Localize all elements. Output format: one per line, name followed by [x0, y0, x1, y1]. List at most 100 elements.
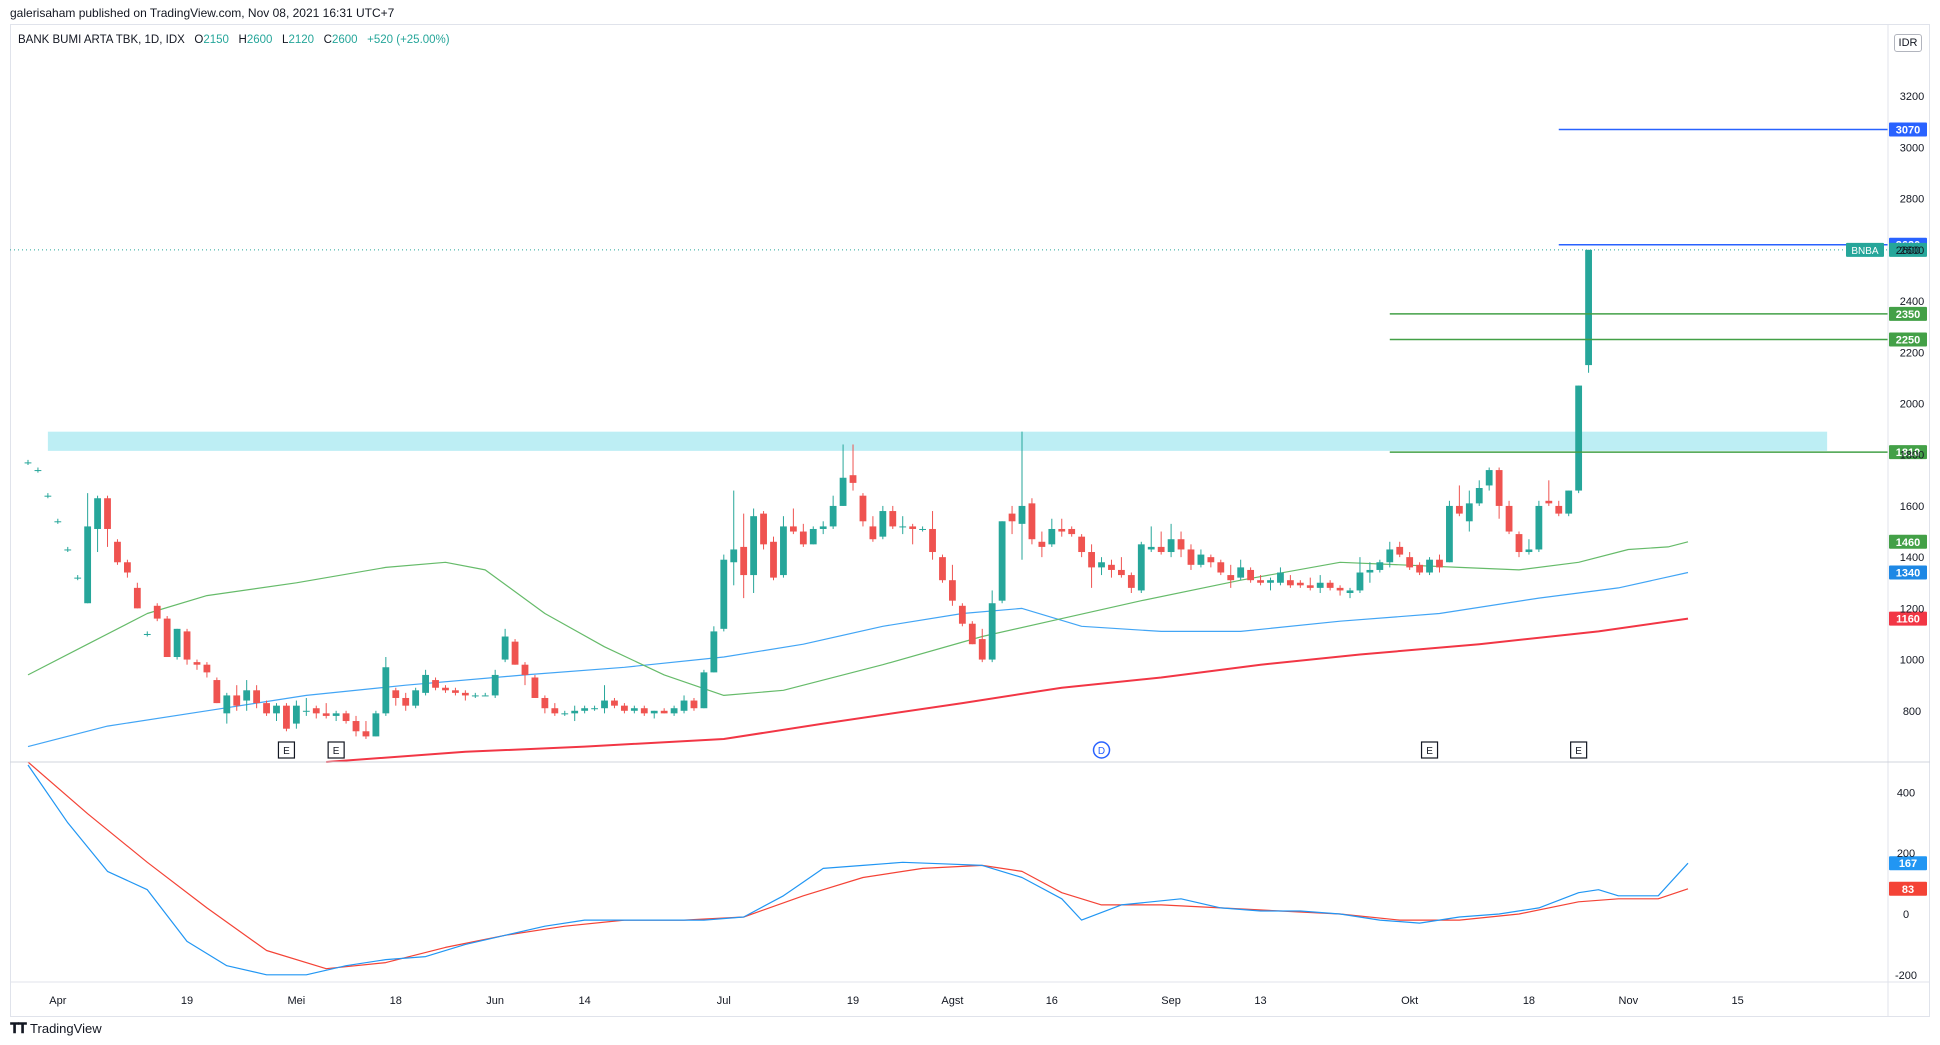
macd-value-label: 83 [1902, 884, 1914, 896]
time-tick-label: 15 [1732, 995, 1744, 1007]
candle [203, 662, 211, 678]
candle [869, 516, 877, 542]
dividend-marker-label: D [1098, 746, 1105, 757]
candle [1286, 575, 1294, 588]
candle [829, 495, 837, 529]
candle [988, 590, 996, 663]
tradingview-logo: 𝐓𝐓 TradingView [10, 1020, 102, 1037]
candle-body [839, 477, 847, 506]
close-label: C [323, 34, 332, 46]
earnings-marker [1420, 741, 1439, 759]
candle [551, 703, 559, 716]
candle-body [372, 713, 380, 737]
candle-body [64, 549, 72, 551]
ma-long-line [326, 617, 1689, 763]
macd-tick-label: 400 [1897, 787, 1915, 799]
candle [412, 687, 420, 709]
candle [74, 575, 82, 581]
candle-body [929, 528, 936, 553]
candle-body [690, 700, 698, 709]
candle-body [541, 697, 549, 709]
candle-body [511, 641, 519, 665]
candle-body [1237, 567, 1245, 578]
candle-body [1485, 470, 1493, 486]
candle-body [1068, 528, 1076, 535]
currency-button[interactable]: IDR [1894, 34, 1922, 52]
candle-body [392, 690, 400, 698]
candle [511, 639, 519, 665]
candle [1446, 500, 1453, 563]
candle [1585, 249, 1592, 373]
open-value: 2150 [203, 34, 229, 46]
price-tick-label: 1400 [1900, 552, 1924, 564]
candle [750, 508, 758, 593]
time-tick-label: 18 [390, 995, 402, 1007]
candle [1535, 500, 1543, 553]
candle-body [521, 664, 529, 675]
candle [471, 692, 479, 698]
resistance-zone [47, 431, 1828, 451]
candle-body [1535, 505, 1543, 550]
candle [650, 710, 658, 719]
candle-body [1277, 572, 1284, 583]
candle-body [780, 526, 787, 576]
candle-body [1426, 559, 1433, 573]
candle-body [601, 700, 608, 709]
candle [292, 700, 300, 729]
candle-body [183, 631, 191, 660]
candle-body [34, 470, 42, 472]
candle-body [471, 695, 479, 697]
time-tick-label: Mei [288, 995, 306, 1007]
price-tick-label: 2000 [1900, 399, 1924, 411]
candle [362, 721, 370, 739]
level-price-label: 3070 [1896, 125, 1920, 137]
candle [958, 603, 966, 627]
candle [153, 603, 161, 622]
candle-body [243, 690, 251, 701]
candle [1058, 518, 1066, 537]
candle-body [581, 708, 589, 711]
candle-body [491, 674, 499, 696]
macd-panel: 167 83 [27, 761, 1927, 976]
last-price-label: 2600 [1896, 245, 1920, 257]
ma-price-tag [1889, 534, 1927, 549]
candle-body [1247, 569, 1255, 581]
candle [1118, 557, 1125, 578]
candle [541, 695, 549, 714]
candle-body [879, 511, 887, 537]
candle-body [1286, 580, 1294, 586]
earnings-marker-label: E [283, 746, 290, 757]
candle-body [332, 713, 340, 716]
earnings-marker [327, 741, 345, 759]
candle [939, 554, 946, 583]
candles [24, 249, 1592, 739]
candle [442, 685, 449, 693]
macd-tick-label: -200 [1895, 970, 1917, 982]
candle-body [889, 511, 897, 527]
candle-body [362, 731, 370, 737]
candle [302, 697, 310, 716]
candle-body [74, 577, 82, 579]
candle [1515, 531, 1523, 558]
candle [223, 692, 231, 724]
candle [143, 631, 151, 637]
candle [839, 444, 847, 506]
candle [1157, 531, 1165, 555]
candle [163, 616, 171, 658]
high-label: H [238, 34, 247, 46]
candle-body [1495, 470, 1503, 506]
candle [1525, 539, 1533, 555]
candle [94, 495, 101, 553]
candle [243, 680, 251, 711]
candle [1018, 431, 1026, 560]
candle [1555, 500, 1563, 517]
candle [978, 628, 986, 663]
symbol-name: BANK BUMI ARTA TBK, 1D, IDX [18, 34, 185, 46]
dividend-marker [1092, 741, 1111, 759]
candle-body [1078, 536, 1086, 553]
candle-body [1376, 562, 1384, 570]
level-price-tag [1889, 332, 1927, 347]
candle-body [1585, 249, 1592, 366]
candle-body [680, 700, 688, 711]
